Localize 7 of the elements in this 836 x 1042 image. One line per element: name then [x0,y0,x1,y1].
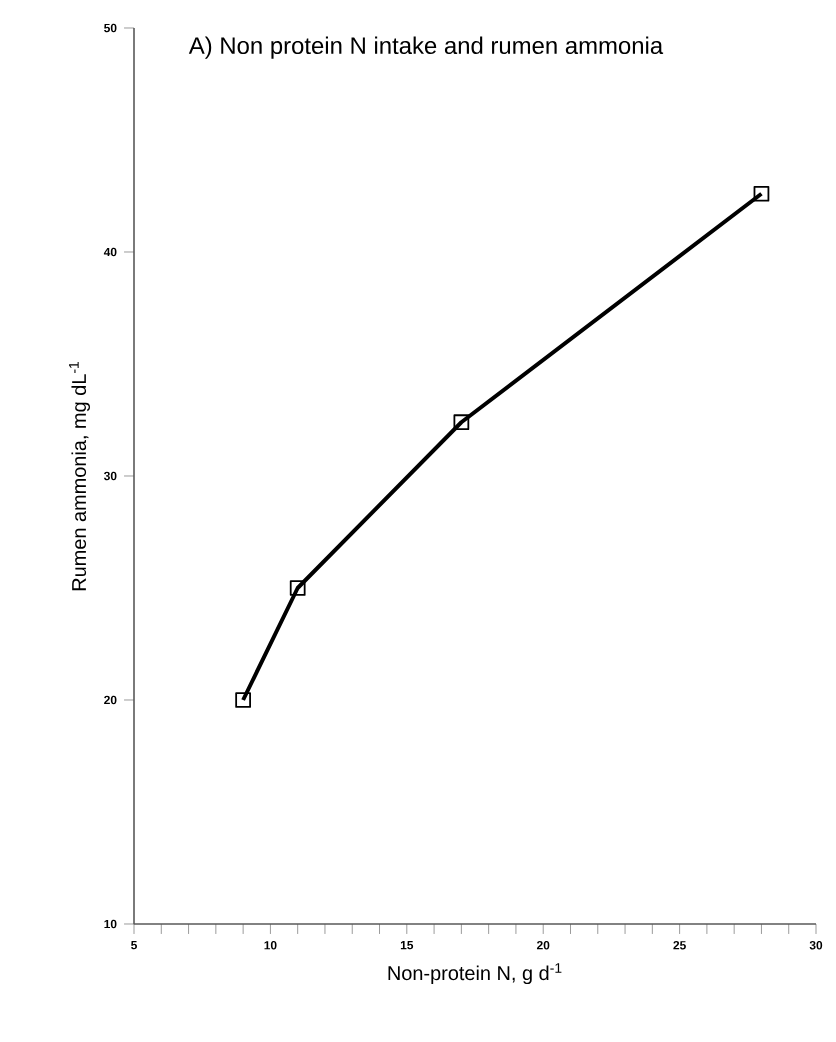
point [289,580,306,596]
x-axis-title: Non-protein N, g d$^{-1}$ [388,963,562,985]
y-axis-title: Rumen ammonia, mg dL$^{-1}$ [69,361,91,591]
point [753,185,770,202]
point [235,692,251,708]
chart-title: A) Non protein N intake and rumen ammonia [188,36,664,59]
point [453,414,470,431]
